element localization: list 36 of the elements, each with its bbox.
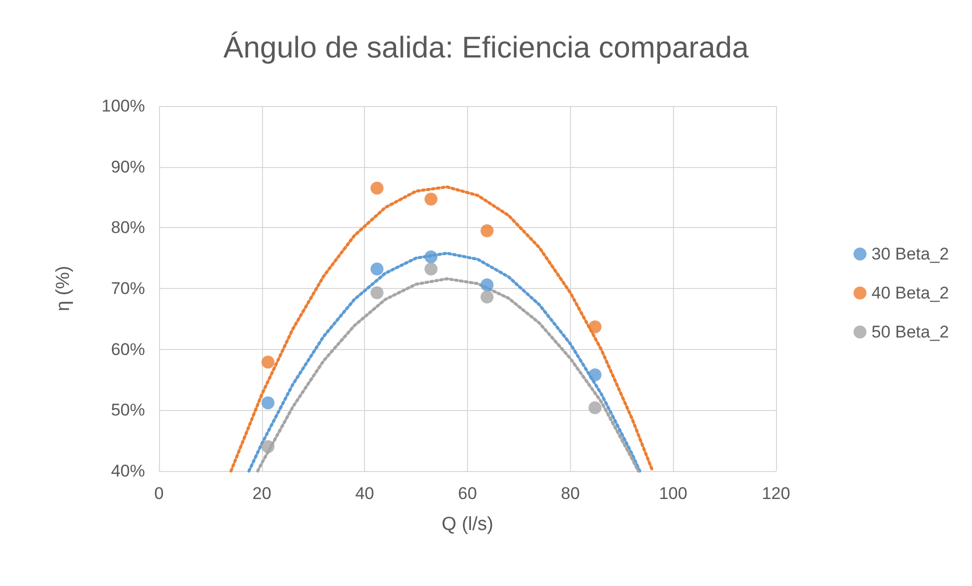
y-tick-label: 80%: [110, 218, 145, 238]
point: [588, 320, 602, 334]
x-tick-label: 0: [154, 484, 164, 503]
legend-label: 30 Beta_2: [871, 244, 950, 264]
y-axis-title: η (%): [53, 266, 74, 312]
line-series: [229, 185, 654, 472]
y-tick-label: 70%: [110, 279, 145, 298]
legend-label: 50 Beta_2: [871, 322, 950, 342]
point: [262, 356, 275, 369]
x-axis-title: Q (l/s): [442, 514, 494, 535]
y-tick-label: 100%: [102, 96, 145, 116]
point: [370, 286, 384, 300]
point: [370, 262, 384, 276]
chart-title: Ángulo de salida: Eficiencia comparada: [223, 30, 749, 64]
x-tick-label: 20: [252, 484, 272, 503]
point: [424, 262, 438, 276]
x-tick-label: 100: [658, 484, 688, 503]
y-tick-label: 50%: [110, 400, 145, 420]
x-tick-label: 40: [355, 484, 374, 503]
point: [262, 440, 275, 454]
y-tick-label: 60%: [110, 340, 145, 359]
y-tick-label: 40%: [110, 462, 145, 480]
x-tick-label: 80: [560, 484, 580, 503]
point: [588, 401, 602, 414]
x-tick-label: 60: [458, 484, 477, 503]
point: [424, 250, 438, 264]
point: [480, 224, 494, 238]
legend-label: 40 Beta_2: [871, 284, 950, 302]
point: [424, 192, 438, 206]
y-tick-label: 90%: [110, 157, 145, 176]
point: [480, 278, 494, 292]
point: [370, 182, 384, 195]
point: [480, 290, 494, 304]
point: [262, 396, 275, 410]
point: [588, 368, 602, 382]
x-tick-label: 120: [762, 484, 790, 503]
